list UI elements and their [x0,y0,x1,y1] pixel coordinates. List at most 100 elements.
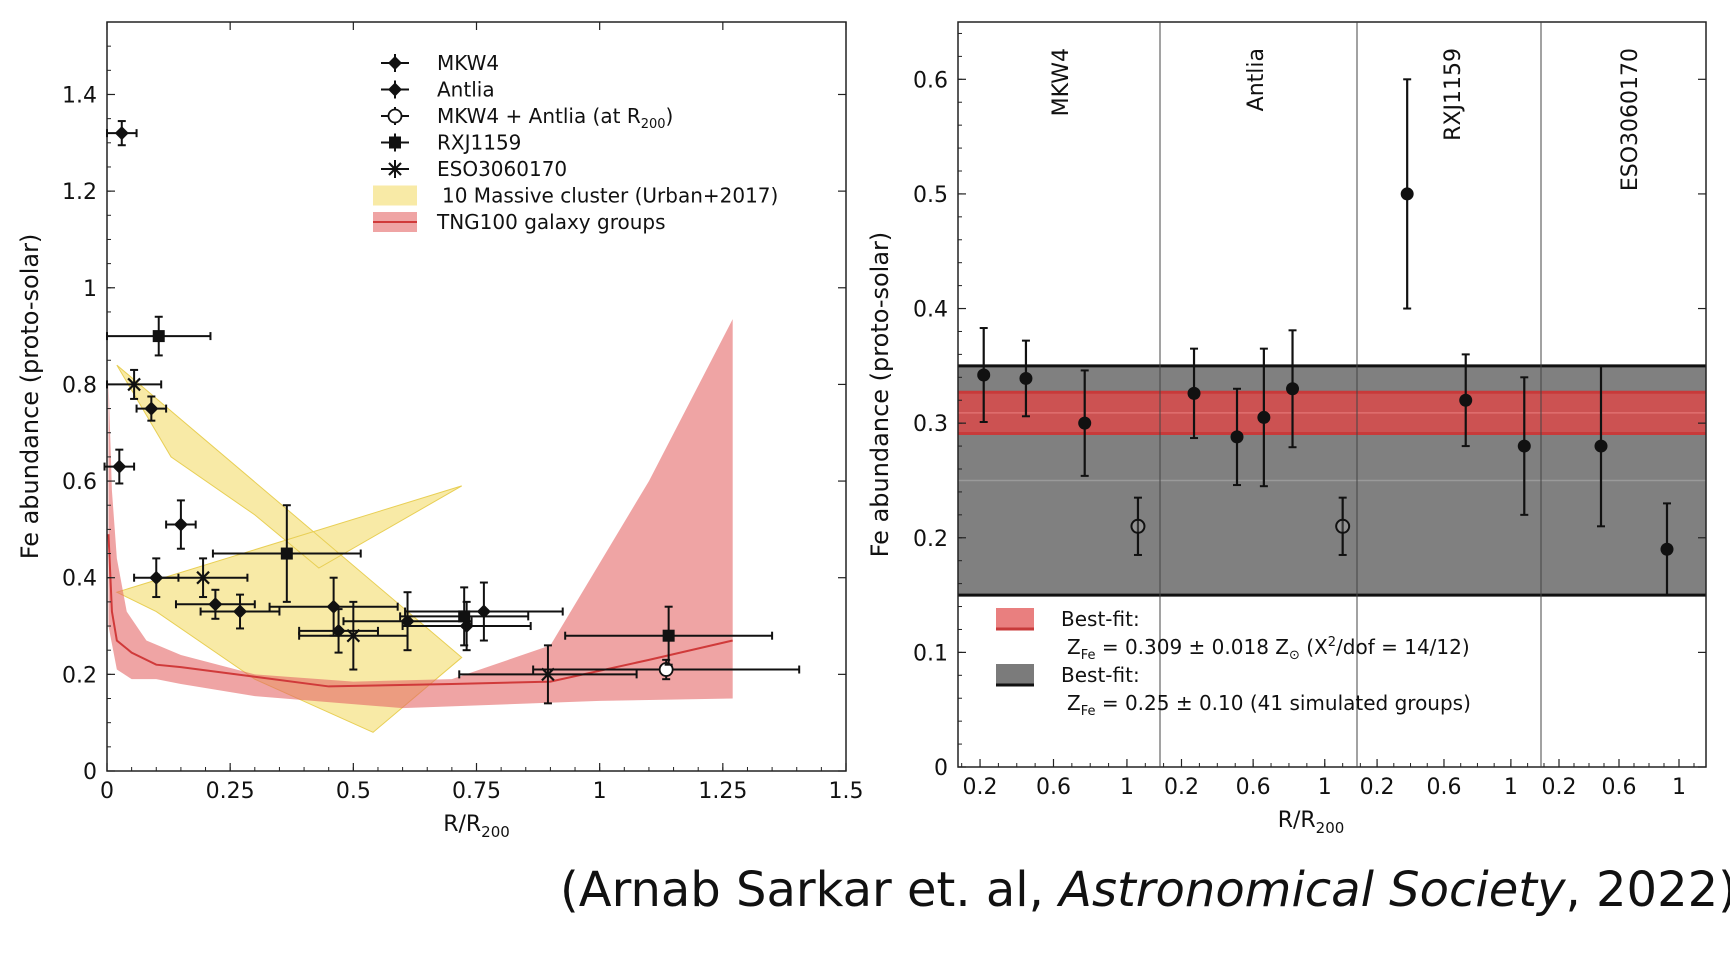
filled-circle-marker [1230,430,1244,444]
data-point [1230,387,1244,487]
legend-swatch [996,664,1034,686]
x-axis-label-sub: 200 [1316,819,1345,837]
x-tick-label: 1 [1318,775,1332,800]
diamond-marker [112,459,127,474]
legend-chi-sup: 2 [1328,635,1336,650]
y-tick-label: 0.6 [62,470,97,495]
data-point [458,644,638,705]
legend-dof: /dof = 14/12) [1336,635,1470,659]
legend-swatch [373,185,417,206]
x-tick-label: 1 [1504,775,1518,800]
data-point [157,557,249,599]
series-mkw4 [106,120,473,652]
diamond-marker [114,126,129,141]
x-tick-label: 0.6 [1602,775,1637,800]
legend-title: Best-fit: [1061,607,1140,631]
square-marker [662,629,675,642]
data-point [103,448,136,485]
legend-item: ESO3060170 [381,157,567,181]
legend-value-text: = 0.309 ± 0.018 Z [1095,635,1289,659]
right-legend: Best-fit:ZFe = 0.309 ± 0.018 Z⊙ (Χ2/dof … [996,607,1471,719]
diamond-marker [326,599,341,614]
caption-authors: (Arnab Sarkar et. al, [560,862,1060,918]
panel-label: ESO3060170 [1618,48,1643,191]
legend-item: TNG100 galaxy groups [373,210,666,234]
legend-label: ESO3060170 [437,157,567,181]
diamond-marker [208,597,223,612]
data-point [1660,502,1674,597]
y-tick-label: 0.4 [913,298,948,323]
data-point [532,658,801,681]
diamond-marker [400,614,415,629]
legend-value-text: = 0.25 ± 0.10 (41 simulated groups) [1095,691,1470,715]
filled-circle-marker [1078,416,1092,430]
x-tick-label: 0.5 [336,779,371,804]
x-tick-label: 0.6 [1236,775,1271,800]
legend-item: Best-fit: ZFe = 0.309 ± 0.018 Z⊙ (Χ2/dof … [996,607,1470,663]
series-mkw4 [532,658,801,681]
data-point [106,368,163,400]
y-tick-label: 1.4 [62,83,97,108]
filled-circle-marker [1660,542,1674,556]
data-point [298,600,409,671]
y-tick-label: 0 [934,756,948,781]
y-tick-label: 0.6 [913,68,948,93]
x-tick-label: 1.25 [698,779,747,804]
data-point [1187,347,1201,440]
tng-band [108,319,733,709]
legend-label: 10 Massive cluster (Urban+2017) [442,184,778,208]
legend-swatch [996,608,1034,630]
data-point [1594,364,1608,528]
data-point [174,588,256,620]
diamond-marker [233,604,248,619]
y-axis-label: Fe abundance (proto-solar) [16,234,44,560]
open-circle-marker [1130,518,1146,534]
data-point [1459,353,1473,448]
legend-label: TNG100 galaxy groups [436,210,666,234]
y-tick-label: 1 [83,277,97,302]
caption-journal: Astronomical Society [1059,862,1566,918]
legend-item: MKW4 [381,51,499,75]
data-point [1517,376,1531,516]
data-point [399,586,530,647]
legend-item: Antlia [381,78,495,102]
x-tick-label: 1.5 [829,779,864,804]
open-circle-marker [1335,518,1351,534]
x-marker-stroke [196,570,210,585]
data-point [1078,369,1092,477]
data-point [564,605,774,666]
legend-title: Best-fit: [1061,663,1140,687]
x-marker-stroke [541,667,555,682]
x-tick-label: 1 [593,779,607,804]
right-plot-frame [957,21,1707,768]
y-tick-label: 1.2 [62,180,97,205]
x-marker-stroke [127,377,141,392]
legend-item: 10 Massive cluster (Urban+2017) [373,184,778,208]
filled-circle-marker [1459,393,1473,407]
open-circle-marker [387,108,403,124]
data-point [1019,339,1033,418]
data-point [1400,78,1414,310]
data-point [1335,496,1351,556]
panel-label: Antlia [1244,48,1269,111]
series-rxj1159 [106,315,774,666]
x-tick-label: 0.6 [1426,775,1461,800]
filled-circle-marker [1019,371,1033,385]
legend-label: Antlia [437,78,495,102]
y-tick-label: 0.8 [62,373,97,398]
filled-circle-marker [1517,439,1531,453]
diamond-marker [459,619,474,634]
x-marker-stroke [346,628,361,643]
filled-circle-marker [1257,410,1271,424]
filled-circle-marker [1187,386,1201,400]
square-marker [280,547,293,560]
legend-label-tail: ) [666,104,674,128]
left-chart: 0 0.25 0.5 0.75 1 1.25 1.5 0 0.2 0.4 0.6 0.8 1 1.2 1.4… [16,21,864,841]
legend-label: RXJ1159 [437,131,521,155]
x-marker-stroke [388,162,402,176]
data-point [106,120,138,147]
x-tick-label: 0.25 [206,779,255,804]
y-tick-label: 0.3 [913,412,948,437]
filled-circle-marker [977,368,991,382]
